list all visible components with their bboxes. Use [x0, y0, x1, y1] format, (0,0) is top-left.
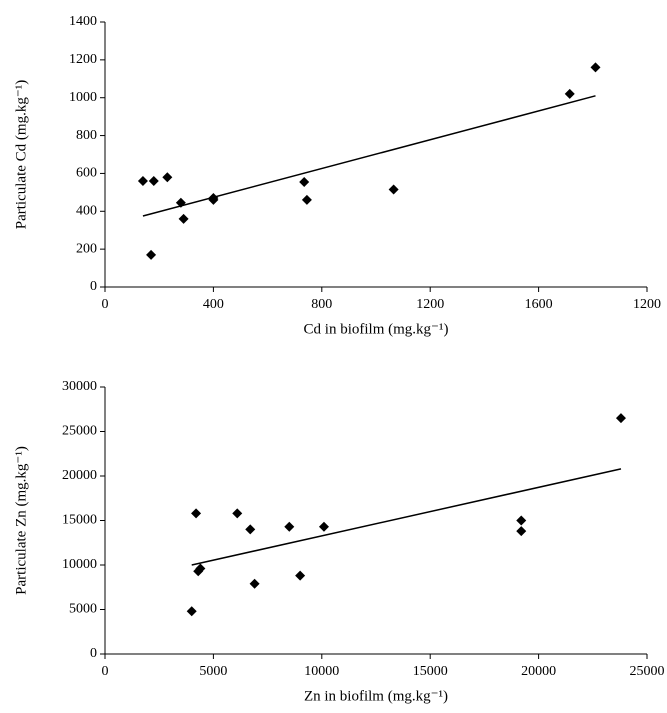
point [178, 213, 189, 224]
y-tick-label: 800 [76, 128, 97, 143]
y-tick-label: 25000 [62, 424, 97, 439]
y-tick-label: 1400 [69, 14, 97, 29]
y-tick-label: 20000 [62, 468, 97, 483]
point [146, 249, 157, 260]
y-tick-label: 10000 [62, 557, 97, 572]
x-tick-label: 800 [311, 297, 332, 312]
point [615, 413, 626, 424]
x-axis-label: Zn in biofilm (mg.kg⁻¹) [304, 688, 448, 704]
y-tick-label: 0 [90, 646, 97, 661]
point [590, 62, 601, 73]
x-axis-label: Cd in biofilm (mg.kg⁻¹) [304, 321, 449, 337]
y-tick-label: 0 [90, 279, 97, 294]
point [232, 508, 243, 519]
point [208, 193, 219, 204]
point [137, 176, 148, 186]
y-tick-label: 15000 [62, 513, 97, 528]
point [388, 184, 399, 195]
point [245, 524, 256, 535]
y-tick-label: 5000 [69, 602, 97, 617]
y-tick-label: 400 [76, 204, 97, 219]
point [299, 176, 310, 187]
x-tick-label: 0 [102, 297, 109, 312]
point [295, 570, 306, 581]
x-tick-label: 1200 [633, 297, 661, 312]
point [284, 521, 295, 532]
x-tick-label: 25000 [630, 664, 665, 679]
x-tick-label: 15000 [413, 664, 448, 679]
point [195, 563, 206, 574]
point [249, 578, 260, 589]
point [186, 606, 197, 617]
x-tick-label: 1200 [416, 297, 444, 312]
y-axis-label: Particulate Cd (mg.kg⁻¹) [13, 80, 29, 229]
trend-line [191, 468, 622, 566]
point [191, 508, 202, 519]
x-tick-label: 400 [203, 297, 224, 312]
y-tick-label: 600 [76, 166, 97, 181]
point [162, 172, 173, 183]
trend-line [142, 95, 596, 217]
y-axis-label: Particulate Zn (mg.kg⁻¹) [13, 446, 29, 595]
y-tick-label: 200 [76, 241, 97, 256]
point [301, 194, 312, 205]
x-tick-label: 0 [102, 664, 109, 679]
point [318, 521, 329, 532]
point [148, 176, 159, 186]
y-tick-label: 30000 [62, 379, 97, 394]
x-tick-label: 1600 [525, 297, 553, 312]
y-tick-label: 1200 [69, 52, 97, 67]
x-tick-label: 20000 [521, 664, 556, 679]
x-tick-label: 10000 [304, 664, 339, 679]
x-tick-label: 5000 [199, 664, 227, 679]
point [175, 197, 186, 208]
point [516, 515, 527, 526]
y-tick-label: 1000 [69, 90, 97, 105]
point [564, 88, 575, 99]
point [516, 526, 527, 537]
